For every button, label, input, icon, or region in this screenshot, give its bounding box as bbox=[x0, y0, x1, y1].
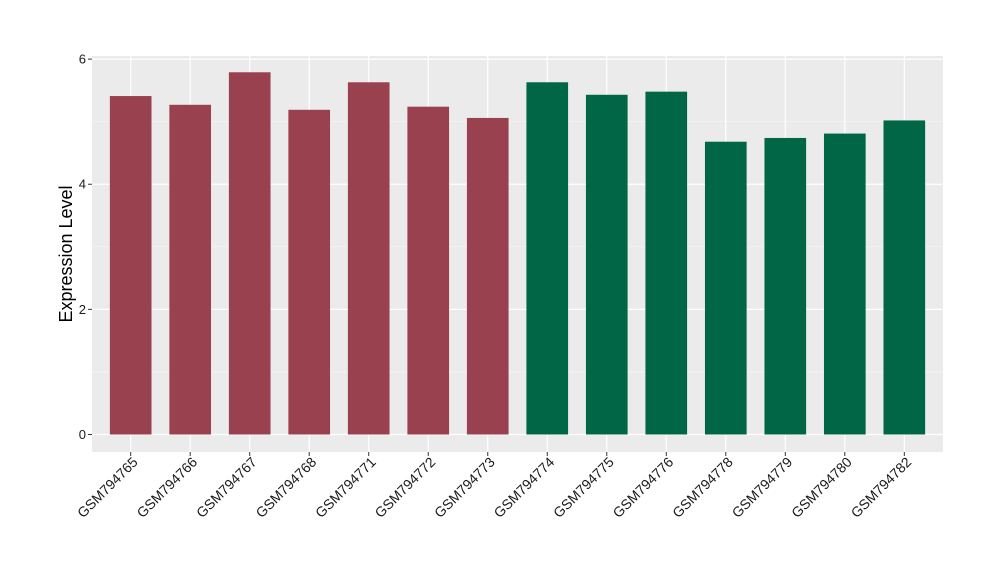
bar-gsm794782 bbox=[883, 120, 926, 435]
bar-gsm794766 bbox=[169, 104, 212, 435]
bar-gsm794780 bbox=[823, 133, 866, 435]
y-tick-label: 4 bbox=[79, 177, 86, 192]
x-tick-label: GSM794772 bbox=[371, 454, 438, 521]
bar-gsm794772 bbox=[407, 106, 450, 435]
x-tick-label: GSM794776 bbox=[609, 454, 676, 521]
bars bbox=[109, 72, 926, 435]
x-tick-label: GSM794773 bbox=[431, 454, 498, 521]
plot-panel bbox=[92, 56, 943, 452]
x-tick-label: GSM794766 bbox=[133, 454, 200, 521]
bar-gsm794775 bbox=[585, 94, 628, 435]
y-axis-title: Expression Level bbox=[56, 185, 76, 322]
bar-gsm794773 bbox=[466, 117, 509, 435]
bar-gsm794774 bbox=[526, 82, 569, 435]
x-tick-label: GSM794778 bbox=[669, 454, 736, 521]
x-tick-label: GSM794771 bbox=[312, 454, 379, 521]
bar-gsm794765 bbox=[109, 96, 152, 435]
x-tick-label: GSM794779 bbox=[729, 454, 796, 521]
x-tick-label: GSM794774 bbox=[490, 454, 557, 521]
x-axis: GSM794765GSM794766GSM794767GSM794768GSM7… bbox=[74, 452, 915, 521]
bar-gsm794779 bbox=[764, 137, 807, 435]
x-tick-label: GSM794775 bbox=[550, 454, 617, 521]
x-tick-label: GSM794767 bbox=[193, 454, 260, 521]
y-tick-label: 2 bbox=[79, 302, 86, 317]
x-tick-label: GSM794765 bbox=[74, 454, 141, 521]
x-tick-label: GSM794782 bbox=[848, 454, 915, 521]
y-axis: 0 2 4 6 bbox=[79, 52, 92, 442]
x-tick-label: GSM794768 bbox=[252, 454, 319, 521]
bar-gsm794767 bbox=[228, 72, 271, 435]
bar-gsm794778 bbox=[704, 141, 747, 435]
bar-gsm794771 bbox=[347, 82, 390, 435]
bar-gsm794776 bbox=[645, 91, 688, 435]
x-tick-label: GSM794780 bbox=[788, 454, 855, 521]
y-tick-label: 6 bbox=[79, 52, 86, 67]
bar-gsm794768 bbox=[288, 109, 331, 435]
y-tick-label: 0 bbox=[79, 427, 86, 442]
